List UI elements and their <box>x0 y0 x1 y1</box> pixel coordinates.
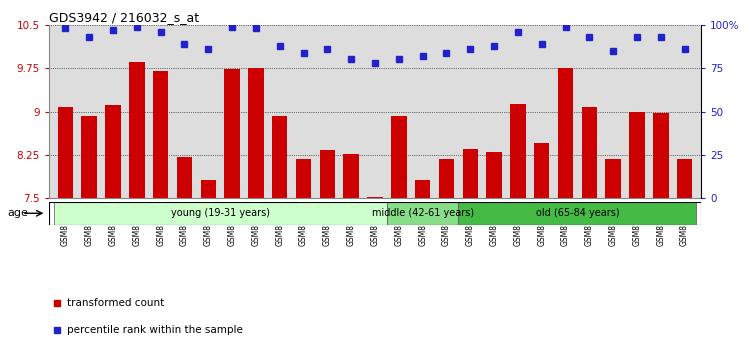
Bar <box>82 115 97 198</box>
Bar <box>320 150 335 198</box>
Bar <box>177 156 192 198</box>
Text: age: age <box>8 208 28 218</box>
Bar <box>368 196 382 198</box>
Bar <box>510 104 526 198</box>
Text: percentile rank within the sample: percentile rank within the sample <box>67 325 243 335</box>
Bar <box>53 202 387 225</box>
Bar <box>558 68 573 198</box>
Bar <box>129 62 145 198</box>
Bar <box>458 202 697 225</box>
Bar <box>153 71 169 198</box>
Bar <box>653 113 668 198</box>
Bar <box>58 108 74 198</box>
Bar <box>200 180 216 198</box>
Bar <box>296 159 311 198</box>
Bar <box>344 154 359 198</box>
Bar <box>439 159 454 198</box>
Bar <box>534 143 550 198</box>
Text: transformed count: transformed count <box>67 298 164 308</box>
Bar <box>387 202 458 225</box>
Bar <box>415 180 430 198</box>
Bar <box>676 159 692 198</box>
Text: old (65-84 years): old (65-84 years) <box>536 208 620 218</box>
Bar <box>272 115 287 198</box>
Text: GDS3942 / 216032_s_at: GDS3942 / 216032_s_at <box>49 11 199 24</box>
Bar <box>105 104 121 198</box>
Bar <box>605 159 621 198</box>
Bar <box>224 69 240 198</box>
Bar <box>248 68 264 198</box>
Bar <box>463 149 478 198</box>
Bar <box>581 108 597 198</box>
Bar <box>391 115 406 198</box>
Bar <box>629 112 645 198</box>
Text: young (19-31 years): young (19-31 years) <box>171 208 270 218</box>
Text: middle (42-61 years): middle (42-61 years) <box>371 208 474 218</box>
Bar <box>486 152 502 198</box>
